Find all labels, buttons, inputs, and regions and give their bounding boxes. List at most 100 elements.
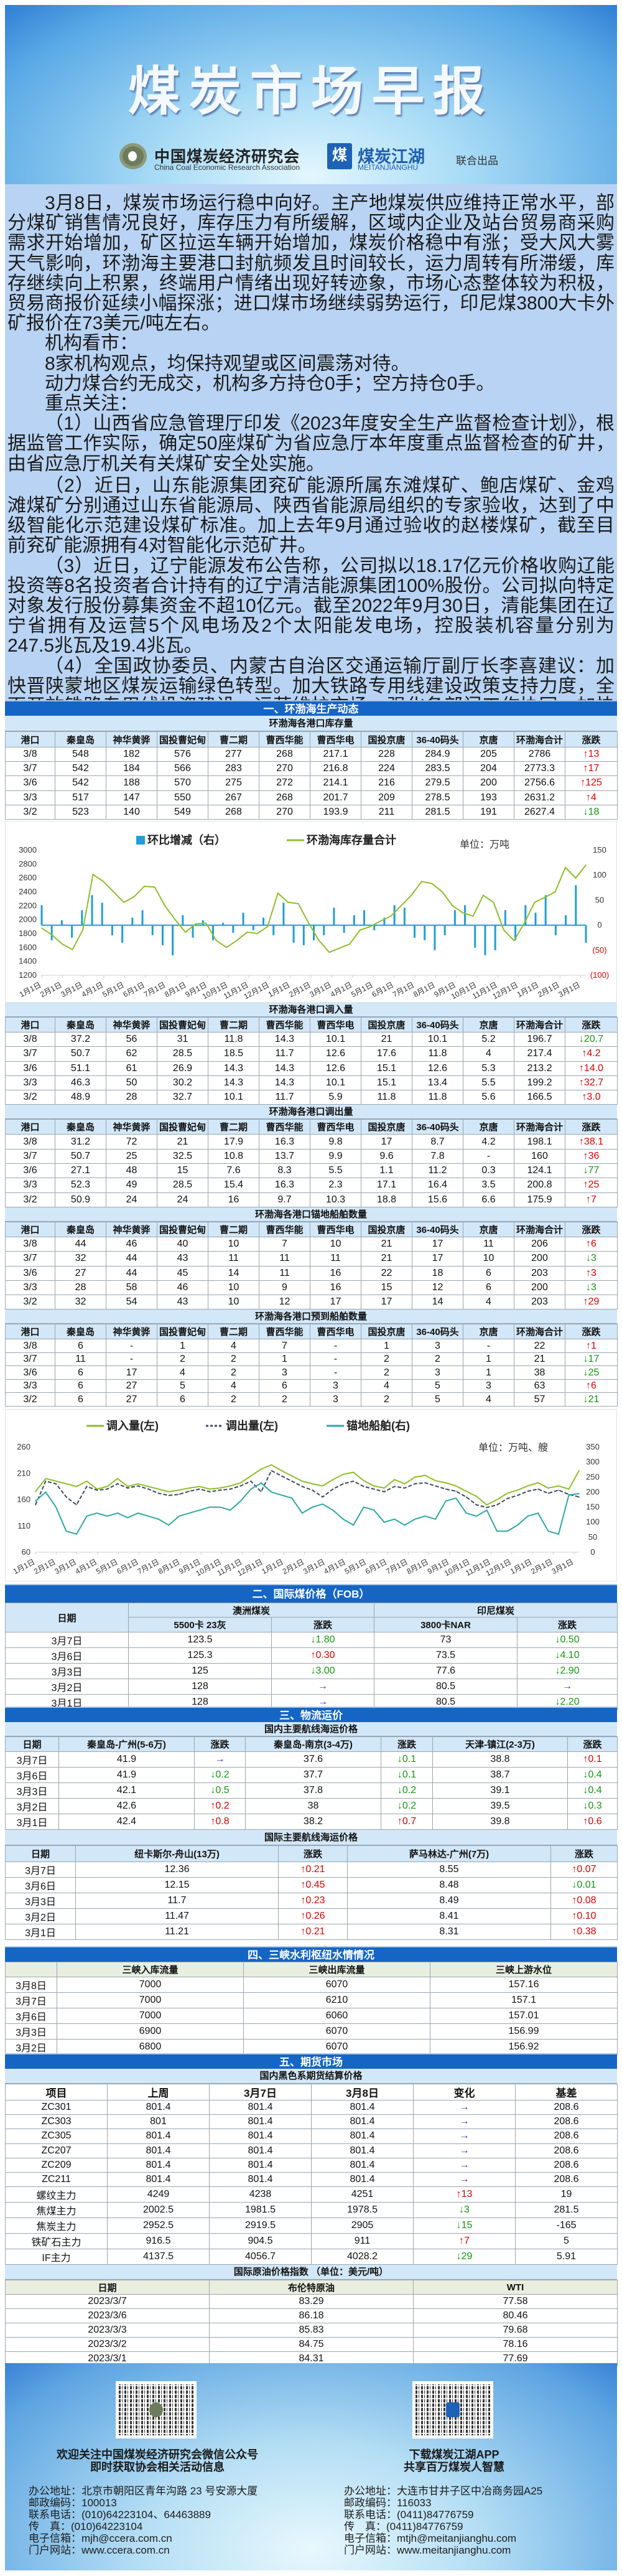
cell-value: 2756.6 [514,775,565,791]
cell-value: 16.4 [412,1178,463,1193]
data-point [230,1509,231,1511]
data-point [51,934,53,935]
data-point [414,1483,415,1484]
cell-value: 7000 [57,1977,244,1993]
data-point [465,1512,467,1514]
data-point [455,1485,457,1487]
data-point [424,1474,426,1476]
data-point [65,1496,67,1497]
row-label: 3月8日 [5,1977,57,1993]
table-row: 焦煤主力 2002.5 1981.5 1978.5 ↓3 281.5 [5,2202,618,2219]
change-value: ↑17 [565,761,618,777]
data-point [547,1492,549,1494]
bar-mark [60,920,63,925]
ccera-wechat-qr-code[interactable] [116,2381,197,2438]
row-label: 3月2日 [5,1798,59,1814]
section-title: 五、期货市场 [5,2053,617,2069]
contact-line: 邮政编码：100013 [29,2497,117,2509]
data-point [45,1491,47,1493]
row-label: 3月3日 [5,1893,76,1909]
column-header: 曹西华能 [259,1016,310,1033]
x-tick-label: 1月1日 [18,980,43,999]
x-tick-label: 6月1日 [115,1557,140,1576]
meitanjianghu-english-name: MEITANJIANGHU [358,163,419,172]
chart-svg: 1月1日2月1日3月1日4月1日5月1日6月1日7月1日8月1日9月1日10月1… [12,1419,600,1578]
data-point [147,1515,149,1517]
row-label: 3月7日 [5,1992,57,2008]
table-row: 2023/3/7 83.29 77.58 [5,2294,618,2310]
cell-value: 6 [463,1280,514,1296]
cell-value: 200 [463,775,514,791]
data-point [558,1485,559,1487]
column-header: 环渤海合计 [514,1324,565,1340]
cell-value: 40 [157,1236,208,1252]
table-row: 3/6 27 44 45 14 11 16 22 18 6 203 ↑3 [5,1265,618,1281]
data-point [394,1518,395,1520]
cell-value: 216.8 [310,761,361,777]
cell-value: 5 [412,1379,463,1393]
change-value: ↑125 [565,775,618,791]
data-point [445,1501,447,1502]
change-value: ↑36 [565,1148,618,1164]
summary-paragraph: （3）近日，辽宁能源发布公告称，公司拟以18.17亿元价格收购辽能投资等8名投资… [7,555,615,657]
cell-value: 37.8 [245,1782,381,1799]
cell-value: 0.3 [463,1163,514,1179]
cell-value: 37.2 [55,1031,106,1047]
cell-value: 1 [259,1352,310,1367]
cell-value: 28.5 [157,1046,208,1062]
data-point [271,1491,272,1493]
row-label: 3/3 [5,1379,55,1393]
cell-value: 275 [208,775,259,791]
cell-value: 268 [259,790,310,805]
row-label: 3/2 [5,804,55,820]
cell-value: 196.7 [514,1031,565,1047]
y-left-tick-label: 2600 [19,873,37,883]
row-label: 铁矿石主力 [5,2233,108,2250]
legend-swatch [136,835,145,845]
cell-value: 6210 [243,1992,430,2008]
table-title: 国内黑色系期货结算价格 [5,2069,617,2084]
cell-value: 214.1 [310,775,361,791]
bar-mark [292,925,295,943]
data-point [209,1506,211,1508]
cell-value: 14.3 [208,1075,259,1091]
cell-value: 801.4 [311,2171,414,2188]
x-tick-label: 3月1日 [53,1557,78,1576]
cell-value: 281.5 [412,804,463,820]
cell-value: 7 [259,1339,310,1353]
meitanjianghu-app-qr-code[interactable] [412,2381,493,2438]
column-header: 36-40码头 [412,1324,463,1340]
cell-value: 5 [412,1392,463,1407]
data-point [452,905,453,907]
cell-value: 7 [259,1236,310,1252]
data-point [312,1483,313,1484]
cell-value: 11.7 [259,1046,310,1062]
column-header: 曹西华能 [259,731,310,747]
legend-label: 调出量(左) [226,1419,278,1432]
cell-value: 32 [55,1251,106,1267]
data-point [353,1471,355,1473]
y-right-tick-label: 100 [593,870,606,879]
column-header: 三峡出库流量 [243,1962,430,1977]
bar-mark [302,925,305,945]
column-header: 秦皇岛-南京(3-4万) [245,1736,381,1752]
x-tick-label: 2月1日 [32,1557,57,1576]
chart-svg: 1月1日2月1日3月1日4月1日5月1日6月1日7月1日8月1日9月1日10月1… [18,833,609,1001]
table-row: ZC303 801 801.4 801.4 → 208.6 [5,2114,618,2130]
row-label: 3/2 [5,1392,55,1407]
x-tick-label: 4月1日 [80,980,105,999]
cell-value: 216 [361,775,412,791]
y-left-tick-label: 2000 [19,915,37,924]
column-header: 变化 [413,2084,516,2101]
data-point [411,894,412,896]
cell-value: 2 [259,1392,310,1407]
cell-value: 24 [106,1192,157,1207]
table-row: 3月2日 42.6 ↑0.2 38 ↓0.2 39.5 ↓0.3 [5,1798,618,1814]
cell-value: 18 [412,1265,463,1281]
cell-value: 48.9 [55,1090,106,1105]
cell-value: 16.3 [259,1178,310,1193]
cell-value: 12.36 [75,1862,279,1878]
column-header: 秦皇岛 [55,1221,106,1237]
table-title: 国际主要航线海运价格 [5,1830,617,1845]
cell-value: 39.5 [432,1798,568,1814]
